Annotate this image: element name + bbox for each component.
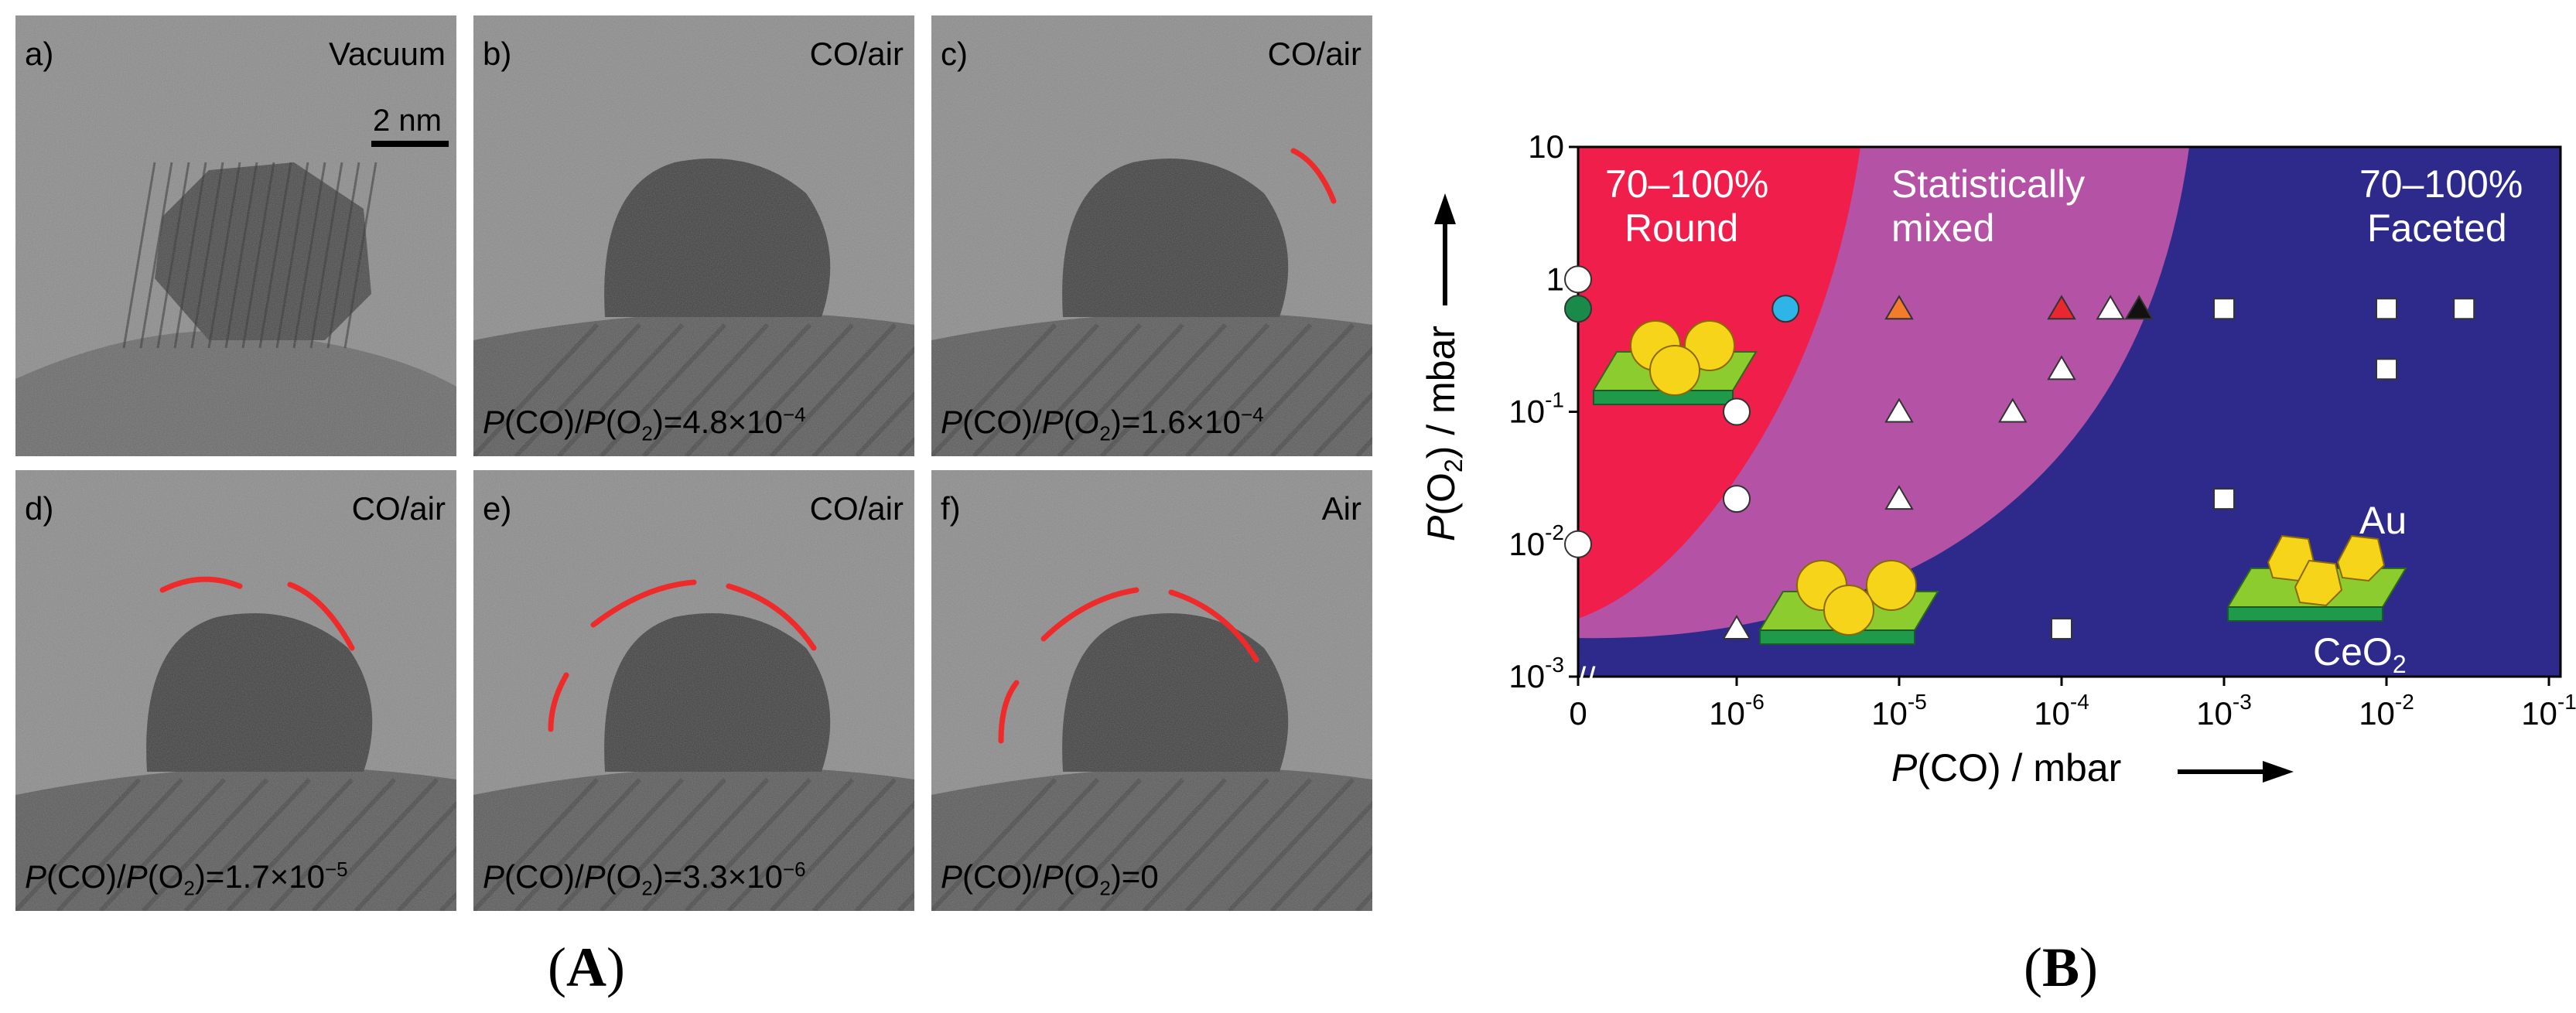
data-point-triangle bbox=[2047, 295, 2076, 320]
data-point-square bbox=[2051, 618, 2072, 640]
panel-label: b) bbox=[483, 36, 512, 72]
tem-panel-b: b) CO/air P(CO)/P(O2)=4.8×10−4 bbox=[473, 15, 914, 456]
x-tick-label: 10-3 bbox=[2196, 690, 2252, 732]
label-ceo2: CeO2 bbox=[2313, 630, 2407, 678]
pressure-ratio: P(CO)/P(O2)=0 bbox=[941, 858, 1159, 899]
x-axis-label: P(CO) / mbar bbox=[1891, 746, 2121, 790]
x-tick-label: 10-1 bbox=[2521, 690, 2576, 732]
x-tick-label: 0 bbox=[1569, 695, 1587, 732]
x-tick-label: 10-6 bbox=[1709, 690, 1765, 732]
panel-condition: Air bbox=[1321, 490, 1361, 527]
data-point-square bbox=[2213, 488, 2235, 510]
panel-label: e) bbox=[483, 490, 512, 527]
tem-panel-d: d) CO/air P(CO)/P(O2)=1.7×10−5 bbox=[15, 470, 456, 911]
tem-panel-f: f) Air P(CO)/P(O2)=0 bbox=[931, 470, 1372, 911]
pressure-ratio: P(CO)/P(O2)=4.8×10−4 bbox=[483, 402, 806, 445]
data-point-circle bbox=[1723, 485, 1751, 513]
data-point-circle bbox=[1564, 265, 1592, 294]
caption-a: (A) bbox=[548, 936, 625, 998]
data-point-circle bbox=[1564, 530, 1592, 558]
region-faceted-label: Faceted bbox=[2367, 206, 2507, 250]
data-point-circle bbox=[1564, 295, 1592, 323]
tem-panel-a: a) Vacuum 2 nm bbox=[15, 15, 456, 456]
inset-faceted-particles bbox=[2226, 534, 2407, 622]
pressure-ratio: P(CO)/P(O2)=3.3×10−6 bbox=[483, 857, 806, 899]
inset-mixed-particles bbox=[1758, 560, 1939, 645]
data-point-triangle bbox=[1884, 485, 1914, 510]
y-tick-label: 10-1 bbox=[1508, 388, 1564, 430]
data-point-square bbox=[2213, 298, 2235, 320]
panel-condition: CO/air bbox=[809, 36, 904, 72]
y-tick-label: 10-2 bbox=[1508, 520, 1564, 562]
region-mixed-label: Statistically bbox=[1891, 162, 2085, 206]
data-point-triangle bbox=[1884, 397, 1914, 423]
y-tick-label: 10 bbox=[1528, 128, 1564, 165]
data-point-square bbox=[2376, 358, 2397, 380]
data-point-triangle bbox=[2047, 355, 2076, 380]
x-tick-label: 10-5 bbox=[1871, 690, 1927, 732]
pressure-ratio: P(CO)/P(O2)=1.6×10−4 bbox=[941, 402, 1264, 445]
data-point-circle bbox=[1771, 295, 1800, 323]
scale-bar-label: 2 nm bbox=[373, 104, 442, 138]
x-tick-label: 10-4 bbox=[2034, 690, 2089, 732]
caption-b: (B) bbox=[2024, 936, 2098, 998]
y-tick-label: 1 bbox=[1546, 261, 1564, 297]
data-point-triangle bbox=[1998, 397, 2028, 423]
panel-condition: Vacuum bbox=[329, 36, 446, 72]
tem-panel-c: c) CO/air P(CO)/P(O2)=1.6×10−4 bbox=[931, 15, 1372, 456]
panel-condition: CO/air bbox=[351, 490, 446, 527]
y-axis-label: P(O2) / mbar bbox=[1420, 326, 1467, 541]
region-faceted-label: 70–100% bbox=[2359, 162, 2523, 206]
region-round-label: Round bbox=[1625, 206, 1738, 250]
label-au: Au bbox=[2359, 499, 2407, 542]
data-point-square bbox=[2453, 298, 2475, 320]
data-point-triangle bbox=[2096, 295, 2125, 320]
inset-round-particles bbox=[1592, 320, 1758, 405]
data-point-triangle bbox=[1884, 295, 1914, 320]
data-point-circle bbox=[1723, 397, 1751, 426]
panel-label: c) bbox=[941, 36, 968, 72]
region-mixed-label: mixed bbox=[1891, 206, 1994, 250]
x-tick-label: 10-2 bbox=[2359, 690, 2414, 732]
panel-label: f) bbox=[941, 490, 961, 527]
data-point-triangle bbox=[1722, 615, 1751, 640]
y-tick-label: 10-3 bbox=[1508, 653, 1564, 694]
y-axis-arrow-head bbox=[1434, 193, 1456, 224]
region-round-label: 70–100% bbox=[1605, 162, 1768, 206]
panel-condition: CO/air bbox=[809, 490, 904, 527]
x-axis-arrow-head bbox=[2263, 761, 2294, 783]
data-point-square bbox=[2376, 298, 2397, 320]
label-ceo2-sub: 2 bbox=[2393, 650, 2407, 678]
pressure-ratio: P(CO)/P(O2)=1.7×10−5 bbox=[25, 857, 348, 899]
panel-condition: CO/air bbox=[1267, 36, 1361, 72]
tem-panel-e: e) CO/air P(CO)/P(O2)=3.3×10−6 bbox=[473, 470, 914, 911]
panel-label: a) bbox=[25, 36, 54, 72]
panel-label: d) bbox=[25, 490, 54, 527]
data-point-triangle bbox=[2124, 295, 2154, 320]
scale-bar bbox=[371, 141, 449, 147]
axis-break: // bbox=[1577, 660, 1596, 698]
